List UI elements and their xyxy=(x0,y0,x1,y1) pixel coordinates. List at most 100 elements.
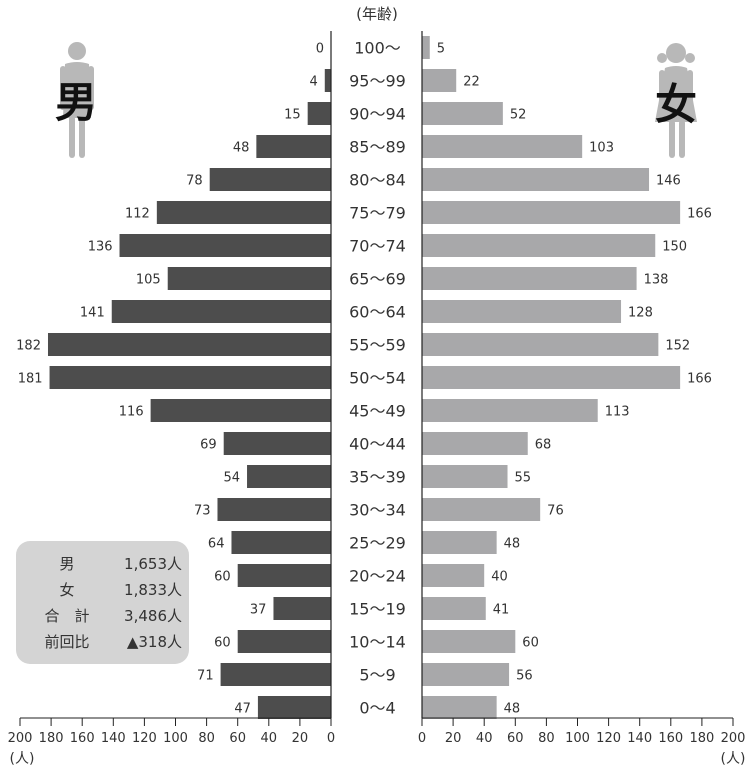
male-tick-label: 140 xyxy=(101,731,126,746)
age-category-label: 100〜 xyxy=(354,39,401,58)
male-bar xyxy=(324,69,331,92)
female-tick-label: 100 xyxy=(565,731,590,746)
female-tick-label: 40 xyxy=(476,731,493,746)
age-category-label: 65〜69 xyxy=(349,270,406,289)
female-value-label: 146 xyxy=(656,174,681,189)
female-value-label: 56 xyxy=(516,669,533,684)
male-bar xyxy=(257,696,331,719)
male-value-label: 69 xyxy=(200,438,217,453)
female-tick-label: 80 xyxy=(538,731,555,746)
male-value-label: 136 xyxy=(88,240,113,255)
female-value-label: 150 xyxy=(662,240,687,255)
female-bar xyxy=(422,36,430,59)
age-category-label: 95〜99 xyxy=(349,72,406,91)
male-bar xyxy=(223,432,331,455)
female-value-label: 22 xyxy=(463,75,480,90)
male-value-label: 64 xyxy=(208,537,225,552)
male-value-label: 48 xyxy=(233,141,250,156)
male-bar xyxy=(237,630,331,653)
male-value-label: 116 xyxy=(119,405,144,420)
summary-value: 3,486人 xyxy=(124,607,182,625)
female-label: 女 xyxy=(655,80,698,129)
male-tick-label: 0 xyxy=(327,731,335,746)
female-figure-icon xyxy=(655,43,697,158)
age-category-label: 80〜84 xyxy=(349,171,406,190)
female-value-label: 166 xyxy=(687,207,712,222)
male-value-label: 112 xyxy=(125,207,150,222)
male-value-label: 60 xyxy=(214,636,231,651)
male-bar xyxy=(256,135,331,158)
male-value-label: 182 xyxy=(16,339,41,354)
male-tick-label: 40 xyxy=(261,731,278,746)
male-bar xyxy=(49,366,332,389)
age-category-label: 75〜79 xyxy=(349,204,406,223)
female-bar xyxy=(422,531,497,554)
female-bar xyxy=(422,498,541,521)
male-tick-label: 200 xyxy=(8,731,33,746)
female-value-label: 60 xyxy=(522,636,539,651)
female-value-label: 113 xyxy=(605,405,630,420)
male-tick-label: 100 xyxy=(163,731,188,746)
male-bar xyxy=(150,399,331,422)
age-category-label: 20〜24 xyxy=(349,567,406,586)
female-value-label: 138 xyxy=(644,273,669,288)
male-value-label: 37 xyxy=(250,603,267,618)
female-bar xyxy=(422,696,497,719)
summary-table: 男 1,653人女 1,833人合 計 3,486人 前回比 ▲318人 xyxy=(32,551,182,655)
female-bar xyxy=(422,597,486,620)
female-bar xyxy=(422,135,583,158)
age-category-label: 45〜49 xyxy=(349,402,406,421)
summary-row: 男 1,653人 xyxy=(32,551,182,577)
summary-value: ▲318人 xyxy=(126,633,182,651)
age-category-label: 40〜44 xyxy=(349,435,406,454)
male-value-label: 141 xyxy=(80,306,105,321)
female-bar xyxy=(422,234,656,257)
summary-row: 合 計 3,486人 xyxy=(32,603,182,629)
female-value-label: 40 xyxy=(491,570,508,585)
female-bar xyxy=(422,201,681,224)
female-tick-label: 60 xyxy=(507,731,524,746)
summary-key: 合 計 xyxy=(44,607,90,625)
male-value-label: 47 xyxy=(234,702,251,717)
male-bar xyxy=(273,597,331,620)
female-bar xyxy=(422,465,508,488)
male-bar xyxy=(156,201,331,224)
female-value-label: 128 xyxy=(628,306,653,321)
female-bar xyxy=(422,663,510,686)
summary-value: 1,653人 xyxy=(124,555,182,573)
summary-key: 女 xyxy=(59,581,75,599)
female-bar xyxy=(422,564,485,587)
age-category-label: 10〜14 xyxy=(349,633,406,652)
summary-value: 1,833人 xyxy=(124,581,182,599)
male-tick-label: 120 xyxy=(132,731,157,746)
female-tick-label: 160 xyxy=(658,731,683,746)
age-category-label: 15〜19 xyxy=(349,600,406,619)
male-tick-label: 20 xyxy=(292,731,309,746)
male-bar xyxy=(237,564,331,587)
female-value-label: 55 xyxy=(515,471,532,486)
age-category-label: 70〜74 xyxy=(349,237,406,256)
female-value-label: 48 xyxy=(504,537,521,552)
male-bar xyxy=(119,234,332,257)
male-bar xyxy=(217,498,331,521)
male-value-label: 54 xyxy=(223,471,240,486)
female-bar xyxy=(422,366,681,389)
female-bar xyxy=(422,630,516,653)
age-category-label: 30〜34 xyxy=(349,501,406,520)
male-value-label: 60 xyxy=(214,570,231,585)
female-value-label: 5 xyxy=(437,42,445,57)
male-bar xyxy=(47,333,332,356)
female-value-label: 103 xyxy=(589,141,614,156)
female-bar xyxy=(422,432,528,455)
male-bar xyxy=(111,300,332,323)
age-category-label: 0〜4 xyxy=(359,699,395,718)
female-bar xyxy=(422,300,622,323)
male-value-label: 4 xyxy=(309,75,317,90)
age-category-label: 5〜9 xyxy=(359,666,395,685)
female-value-label: 41 xyxy=(493,603,510,618)
male-tick-label: 160 xyxy=(70,731,95,746)
male-value-label: 71 xyxy=(197,669,214,684)
age-category-label: 60〜64 xyxy=(349,303,406,322)
male-value-label: 0 xyxy=(316,42,324,57)
